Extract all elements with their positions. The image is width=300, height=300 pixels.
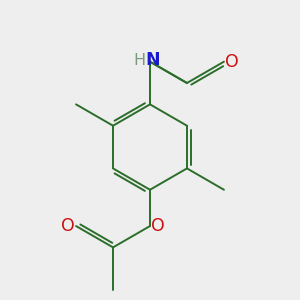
Text: N: N [145, 51, 160, 69]
Text: H: H [134, 53, 146, 68]
Text: O: O [225, 53, 239, 71]
Text: O: O [61, 217, 75, 235]
Text: O: O [152, 217, 165, 235]
